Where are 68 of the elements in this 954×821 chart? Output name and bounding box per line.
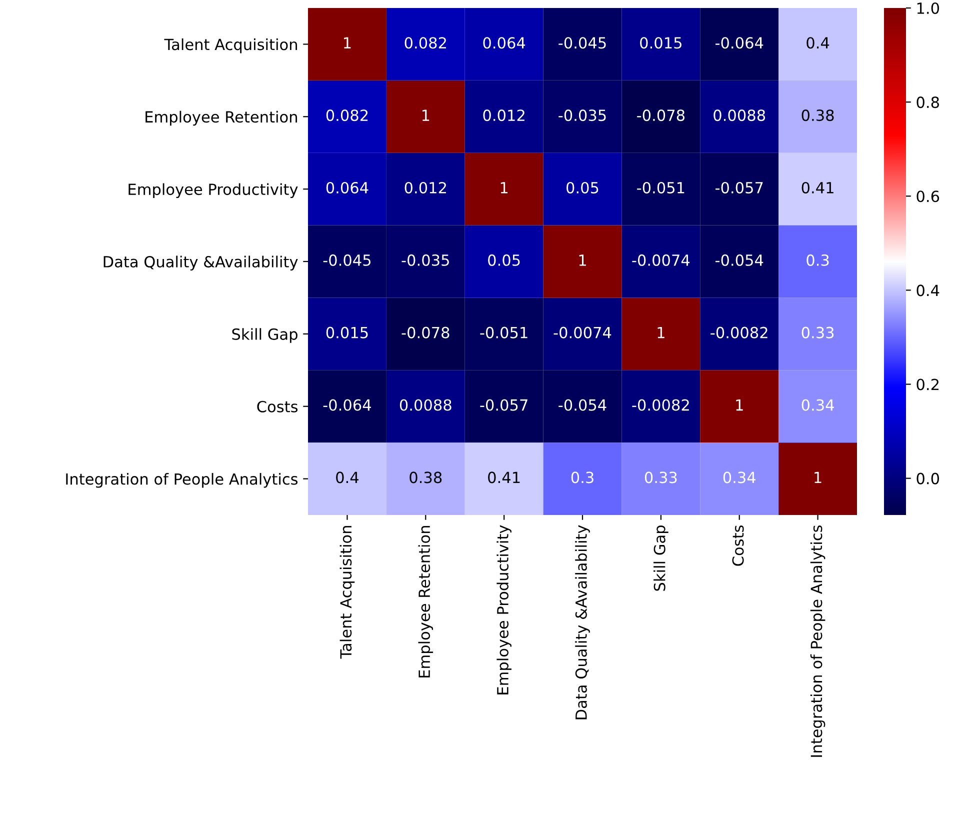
x-tick-label: Data Quality &Availability xyxy=(575,525,590,720)
data-label: 0.4 xyxy=(336,472,359,484)
data-label: -0.051 xyxy=(637,182,684,194)
x-tick-label: Costs xyxy=(732,525,744,566)
data-label: 0.33 xyxy=(644,472,677,484)
y-tick-label: Integration of People Analytics xyxy=(66,472,298,488)
y-tick-label: Employee Retention xyxy=(146,110,297,126)
x-tick-label: Employee Productivity xyxy=(496,525,512,694)
data-label: 0.41 xyxy=(802,182,834,194)
x-tick-label: Employee Retention xyxy=(418,526,434,678)
data-label: 0.015 xyxy=(640,37,682,49)
data-label: 1 xyxy=(344,37,351,48)
data-label: 0.34 xyxy=(723,472,756,484)
color-bar-label: 0.4 xyxy=(916,284,940,296)
color-bar-label: 0.8 xyxy=(916,96,939,108)
data-label: 1 xyxy=(422,110,430,121)
data-label: -0.054 xyxy=(715,254,764,266)
data-label: -0.0074 xyxy=(554,326,612,338)
data-label: 0.064 xyxy=(326,182,368,194)
color-bar-label: 0.6 xyxy=(916,190,940,202)
data-label: 0.05 xyxy=(566,182,598,194)
data-label: 1 xyxy=(500,182,508,194)
y-tick-label: Employee Productivity xyxy=(128,183,298,198)
data-label: -0.054 xyxy=(558,399,606,411)
data-label: 0.34 xyxy=(802,399,834,411)
data-label: -0.064 xyxy=(715,37,764,49)
data-label: 1 xyxy=(736,399,743,411)
data-label: -0.0074 xyxy=(632,254,690,266)
data-label: -0.035 xyxy=(558,110,606,122)
data-label: -0.035 xyxy=(402,254,449,266)
data-label: -0.045 xyxy=(558,37,606,49)
color-bar-label: 0.2 xyxy=(916,378,938,390)
data-label: -0.064 xyxy=(323,399,371,411)
data-label: 0.012 xyxy=(483,110,524,122)
data-label: 1 xyxy=(658,327,664,338)
data-label: -0.078 xyxy=(402,326,450,338)
data-label: -0.051 xyxy=(480,326,528,338)
data-label: 0.4 xyxy=(806,37,830,49)
data-label: 0.0088 xyxy=(400,399,452,411)
data-label: -0.045 xyxy=(323,254,371,266)
x-tick-label: Skill Gap xyxy=(654,526,668,591)
data-label: 0.082 xyxy=(326,110,368,122)
data-label: -0.057 xyxy=(715,182,763,194)
data-label: 0.41 xyxy=(488,472,520,484)
data-label: 0.05 xyxy=(488,254,520,266)
data-label: 0.38 xyxy=(802,110,834,122)
color-bar-label: 1.0 xyxy=(917,2,940,14)
data-label: 1 xyxy=(579,254,586,266)
data-label: 1 xyxy=(814,472,822,483)
data-label: 0.012 xyxy=(404,182,446,194)
data-label: 0.082 xyxy=(404,37,446,49)
data-label: 0.33 xyxy=(802,326,834,338)
y-tick-label: Skill Gap xyxy=(232,328,298,343)
data-label: 0.3 xyxy=(806,254,829,266)
data-label: 0.064 xyxy=(483,37,526,49)
data-label: 0.0088 xyxy=(714,110,766,122)
data-label: -0.078 xyxy=(637,110,685,122)
data-label: 0.38 xyxy=(410,472,442,484)
data-label: -0.0082 xyxy=(632,399,689,411)
y-tick-label: Costs xyxy=(257,400,298,412)
data-label: -0.057 xyxy=(480,399,528,411)
data-label: 0.3 xyxy=(571,472,594,484)
y-tick-label: Talent Acquisition xyxy=(164,38,297,54)
data-label: 0.015 xyxy=(326,326,368,338)
x-tick-label: Integration of People Analytics xyxy=(810,525,826,757)
color-bar-label: 0.0 xyxy=(916,472,940,484)
data-label: -0.0082 xyxy=(710,326,768,338)
y-tick-label: Data Quality &Availability xyxy=(104,256,298,270)
